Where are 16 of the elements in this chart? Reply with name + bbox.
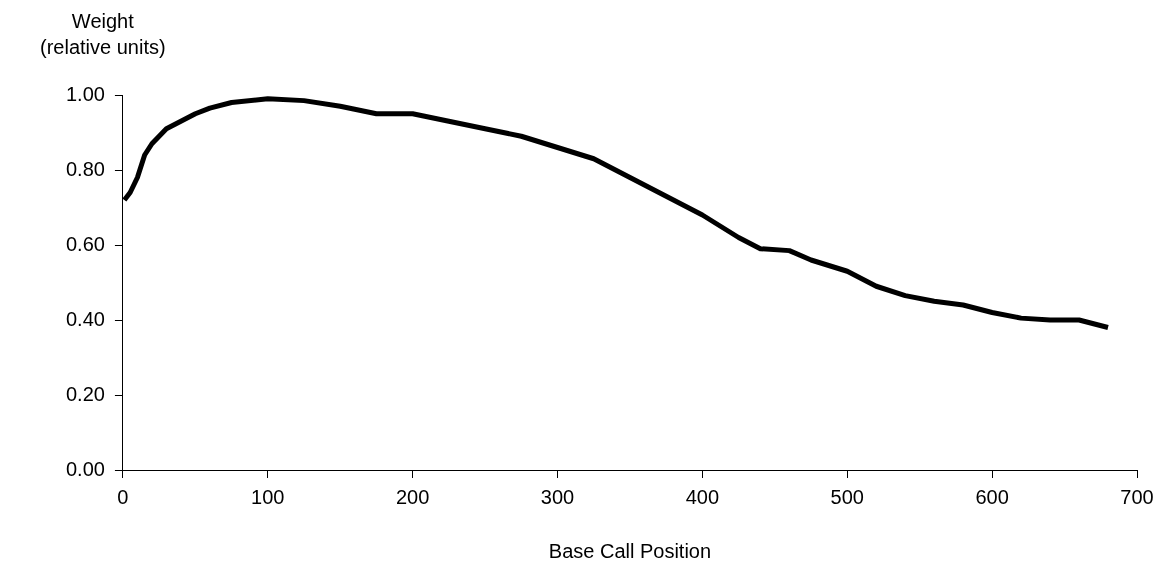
x-tick-label: 600 [975, 485, 1009, 508]
x-tick-label: 200 [395, 485, 430, 508]
x-axis-title: Base Call Position [548, 539, 712, 562]
y-axis-title: Weight (relative units) [40, 9, 166, 60]
y-tick-label: 0.60 [65, 232, 105, 255]
y-tick-label: 0.20 [65, 382, 105, 405]
x-tick-label: 300 [540, 485, 575, 508]
y-tick-label: 0.40 [65, 307, 105, 330]
x-tick-label: 400 [685, 485, 720, 508]
y-tick-label: 0.00 [65, 457, 105, 480]
x-tick-label: 700 [1120, 485, 1154, 508]
x-tick-label: 0 [117, 485, 129, 508]
y-tick-label: 0.80 [65, 157, 105, 180]
y-tick-label: 1.00 [65, 82, 105, 105]
x-tick-label: 100 [251, 485, 285, 508]
x-tick-label: 500 [830, 485, 864, 508]
